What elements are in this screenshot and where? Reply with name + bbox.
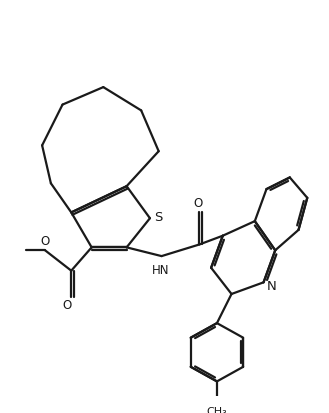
Text: O: O (62, 299, 71, 311)
Text: O: O (193, 197, 203, 209)
Text: O: O (40, 234, 50, 247)
Text: S: S (154, 211, 163, 224)
Text: N: N (267, 279, 277, 292)
Text: CH₃: CH₃ (207, 406, 227, 413)
Text: HN: HN (151, 263, 169, 276)
